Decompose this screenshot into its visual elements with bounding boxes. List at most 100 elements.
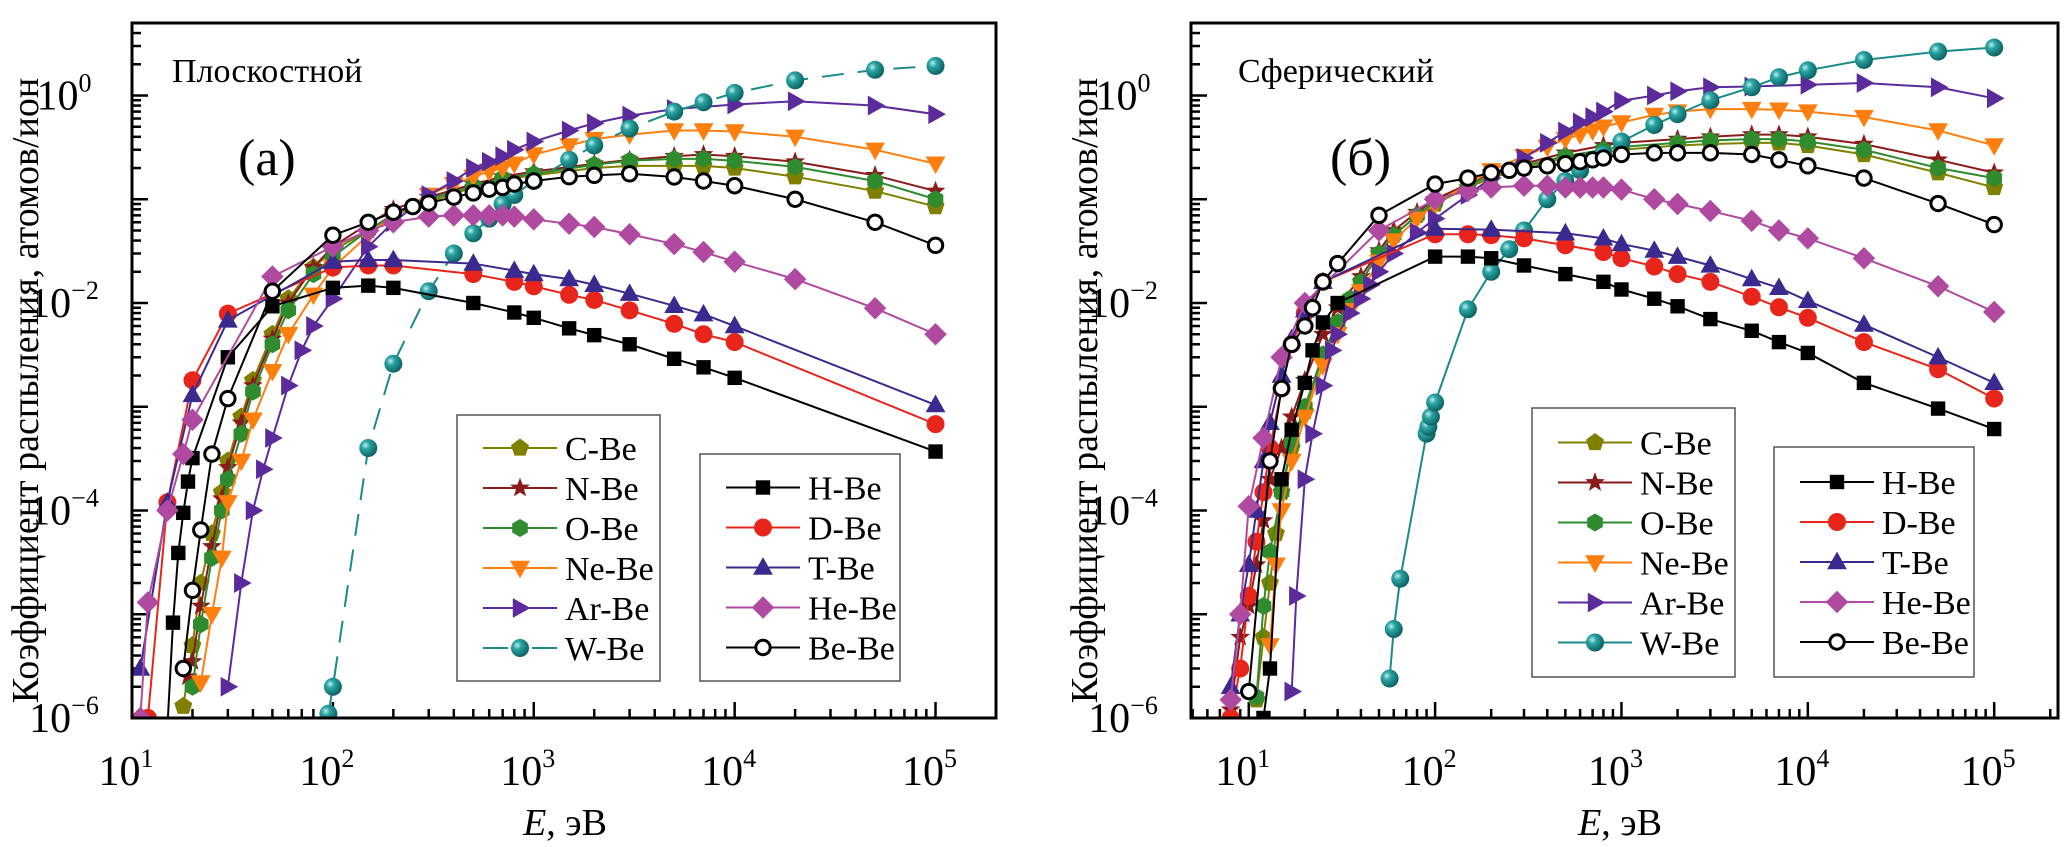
data-point: [1252, 426, 1275, 450]
legend-item: C-Be: [1558, 426, 1712, 463]
legend-marker: [512, 598, 531, 618]
data-point: [1741, 268, 1762, 287]
y-tick-label: 10−4: [1088, 484, 1158, 535]
data-point: [1426, 393, 1445, 412]
data-point: [171, 545, 186, 561]
data-point: [358, 249, 379, 268]
data-point: [1928, 123, 1948, 141]
data-point: [1383, 233, 1404, 251]
data-point: [724, 124, 745, 142]
legend-label: T-Be: [1882, 545, 1949, 582]
data-point: [1305, 343, 1320, 358]
data-point: [618, 223, 641, 246]
data-point: [664, 295, 685, 313]
data-point: [174, 659, 192, 678]
data-point: [172, 442, 195, 466]
data-point: [1984, 372, 2005, 391]
data-point: [692, 240, 715, 264]
data-point: [132, 706, 152, 718]
legend-marker: [1587, 513, 1603, 532]
data-point: [1272, 379, 1291, 398]
data-point: [182, 651, 203, 670]
legend-item: Be-Be: [1800, 625, 1969, 662]
data-point: [1594, 149, 1613, 167]
data-point: [1330, 324, 1349, 345]
data-point: [462, 204, 485, 227]
data-point: [1407, 211, 1427, 230]
data-point: [1427, 249, 1443, 264]
data-point: [1458, 300, 1477, 319]
data-point: [361, 278, 376, 293]
data-point: [1643, 188, 1666, 211]
data-point: [294, 340, 313, 361]
data-point: [1929, 360, 1948, 379]
data-point: [183, 581, 202, 600]
data-point: [1769, 277, 1789, 296]
data-point: [1391, 569, 1410, 588]
data-point: [783, 267, 807, 291]
legend-marker: [754, 638, 772, 657]
data-point: [220, 676, 239, 697]
y-tick-label: 10−2: [29, 276, 99, 327]
data-point: [1479, 176, 1503, 199]
x-tick-label: 101: [99, 744, 154, 795]
data-point: [865, 142, 885, 161]
data-point: [1284, 681, 1303, 702]
data-point: [1744, 323, 1759, 338]
y-tick-label: 10−2: [1088, 276, 1158, 327]
data-point: [620, 119, 639, 138]
data-point: [1237, 494, 1260, 518]
data-point: [924, 322, 947, 346]
series-be-be: [174, 165, 945, 678]
series-w-be: [319, 56, 945, 718]
legend-marker: [755, 480, 771, 495]
data-point: [325, 280, 341, 296]
data-point: [1500, 161, 1518, 180]
data-point: [1699, 199, 1722, 223]
data-point: [192, 615, 209, 634]
data-point: [218, 457, 238, 476]
legend-item: Ne-Be: [1558, 546, 1729, 583]
data-point: [264, 335, 281, 354]
legend-marker: [511, 639, 529, 657]
data-point: [1558, 266, 1573, 282]
data-point: [665, 314, 684, 333]
data-point: [522, 208, 546, 231]
x-tick-label: 104: [701, 744, 756, 795]
legend-item: C-Be: [483, 431, 637, 468]
data-point: [160, 721, 174, 735]
data-point: [1982, 300, 2006, 324]
y-tick-label: 100: [37, 69, 92, 120]
data-point: [1856, 73, 1875, 93]
legend-item: Ar-Be: [483, 591, 649, 628]
data-point: [1555, 222, 1576, 241]
data-point: [444, 244, 463, 263]
data-point: [1985, 38, 2004, 57]
data-point: [1324, 340, 1343, 361]
legend-marker: [510, 560, 530, 579]
data-point: [1854, 50, 1873, 69]
data-point: [384, 203, 403, 221]
data-point: [306, 316, 324, 336]
data-point: [1596, 101, 1614, 122]
series-he-be: [1219, 174, 2006, 711]
legend-box: [1531, 407, 1736, 678]
data-point: [863, 297, 887, 320]
data-point: [1328, 254, 1347, 273]
legend-label: D-Be: [808, 511, 882, 548]
legend-label: O-Be: [1640, 506, 1714, 543]
data-point: [481, 151, 500, 172]
data-point: [925, 156, 946, 175]
data-point: [1482, 262, 1501, 281]
data-point: [1558, 121, 1576, 142]
data-point: [1928, 149, 1948, 169]
data-point: [1668, 144, 1687, 162]
data-point: [1930, 401, 1946, 416]
data-point: [156, 499, 179, 522]
data-point: [1219, 688, 1242, 711]
data-point: [176, 505, 191, 521]
data-point: [1799, 157, 1817, 175]
series-h-be: [1256, 249, 2002, 718]
data-point: [621, 151, 638, 170]
